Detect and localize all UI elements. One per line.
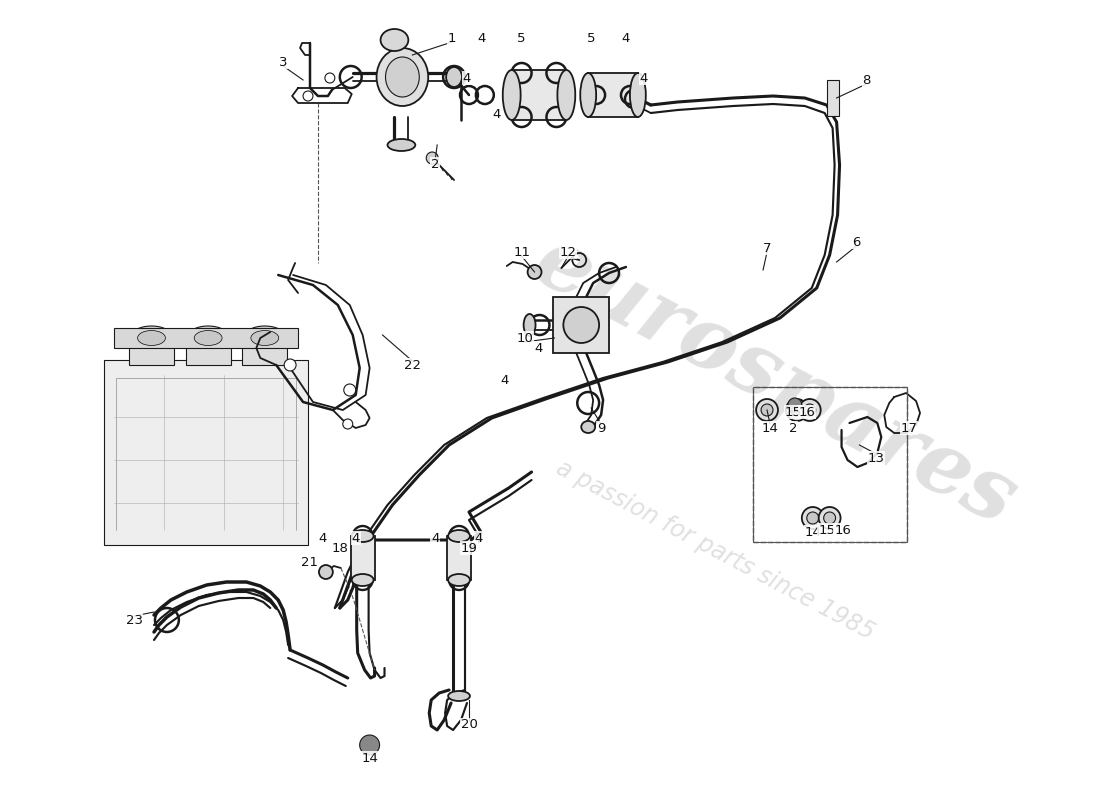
Text: 16: 16 xyxy=(834,523,851,537)
Bar xyxy=(512,70,566,120)
Ellipse shape xyxy=(448,574,470,586)
Ellipse shape xyxy=(447,67,462,87)
Ellipse shape xyxy=(131,326,173,348)
Circle shape xyxy=(360,735,379,755)
Ellipse shape xyxy=(558,70,575,120)
Ellipse shape xyxy=(381,29,408,51)
Ellipse shape xyxy=(524,314,536,336)
Circle shape xyxy=(804,404,816,416)
Text: 4: 4 xyxy=(477,31,486,45)
Circle shape xyxy=(818,507,840,529)
Text: 2: 2 xyxy=(431,158,439,170)
Text: 14: 14 xyxy=(761,422,779,434)
Bar xyxy=(104,360,308,545)
Text: 15: 15 xyxy=(784,406,802,418)
Circle shape xyxy=(824,512,836,524)
Text: 3: 3 xyxy=(279,55,287,69)
Text: 1: 1 xyxy=(448,31,456,45)
Text: 8: 8 xyxy=(862,74,870,86)
Text: 14: 14 xyxy=(804,526,822,538)
Ellipse shape xyxy=(385,57,419,97)
Circle shape xyxy=(563,307,600,343)
Text: 6: 6 xyxy=(852,235,860,249)
Text: 21: 21 xyxy=(301,555,319,569)
Text: 18: 18 xyxy=(331,542,349,554)
Text: 4: 4 xyxy=(639,71,648,85)
Text: 4: 4 xyxy=(493,109,500,122)
Text: 4: 4 xyxy=(535,342,542,354)
Circle shape xyxy=(426,152,438,164)
Ellipse shape xyxy=(448,691,470,701)
Text: 4: 4 xyxy=(475,531,483,545)
Text: 19: 19 xyxy=(461,542,477,554)
Circle shape xyxy=(284,359,296,371)
Circle shape xyxy=(761,404,773,416)
Circle shape xyxy=(756,399,778,421)
Text: 7: 7 xyxy=(762,242,771,254)
Text: 4: 4 xyxy=(621,31,630,45)
Text: 4: 4 xyxy=(319,531,327,545)
Bar xyxy=(447,536,471,580)
Ellipse shape xyxy=(448,530,470,542)
Text: 5: 5 xyxy=(517,31,526,45)
Circle shape xyxy=(302,91,313,101)
Text: eurospares: eurospares xyxy=(520,218,1030,542)
Bar xyxy=(754,387,908,542)
Text: 11: 11 xyxy=(513,246,530,258)
Text: 22: 22 xyxy=(404,358,421,371)
Circle shape xyxy=(806,512,818,524)
Text: 17: 17 xyxy=(901,422,917,434)
Text: 20: 20 xyxy=(461,718,477,731)
Circle shape xyxy=(785,399,807,421)
Bar xyxy=(553,297,609,353)
Text: 4: 4 xyxy=(500,374,509,386)
Ellipse shape xyxy=(387,139,416,151)
Circle shape xyxy=(791,404,803,416)
Ellipse shape xyxy=(138,330,165,346)
Circle shape xyxy=(528,265,541,279)
Bar xyxy=(114,328,298,348)
Text: 4: 4 xyxy=(352,531,360,545)
Ellipse shape xyxy=(352,530,374,542)
Bar xyxy=(351,536,375,580)
Ellipse shape xyxy=(376,48,428,106)
Circle shape xyxy=(324,73,334,83)
Text: 9: 9 xyxy=(597,422,605,434)
Bar xyxy=(827,80,838,116)
Ellipse shape xyxy=(581,421,595,433)
Ellipse shape xyxy=(580,73,596,117)
Bar xyxy=(129,337,174,365)
Text: 15: 15 xyxy=(818,523,835,537)
Circle shape xyxy=(344,384,355,396)
Ellipse shape xyxy=(630,73,646,117)
Text: 23: 23 xyxy=(125,614,143,626)
Circle shape xyxy=(319,565,333,579)
Ellipse shape xyxy=(244,326,286,348)
Text: 12: 12 xyxy=(560,246,576,258)
Text: 14: 14 xyxy=(361,751,378,765)
Text: 4: 4 xyxy=(463,71,471,85)
Text: 4: 4 xyxy=(431,531,439,545)
Circle shape xyxy=(343,419,353,429)
Ellipse shape xyxy=(251,330,278,346)
Text: 5: 5 xyxy=(587,31,595,45)
Bar xyxy=(186,337,231,365)
Text: 2: 2 xyxy=(789,422,797,434)
Bar xyxy=(588,73,638,117)
Text: 16: 16 xyxy=(799,406,815,418)
Text: a passion for parts since 1985: a passion for parts since 1985 xyxy=(552,456,879,644)
Ellipse shape xyxy=(503,70,520,120)
Text: 10: 10 xyxy=(516,331,534,345)
Ellipse shape xyxy=(187,326,229,348)
Ellipse shape xyxy=(195,330,222,346)
Text: 13: 13 xyxy=(868,451,884,465)
Ellipse shape xyxy=(352,574,374,586)
Circle shape xyxy=(802,507,824,529)
Circle shape xyxy=(799,399,821,421)
Bar xyxy=(242,337,287,365)
Circle shape xyxy=(788,398,802,412)
